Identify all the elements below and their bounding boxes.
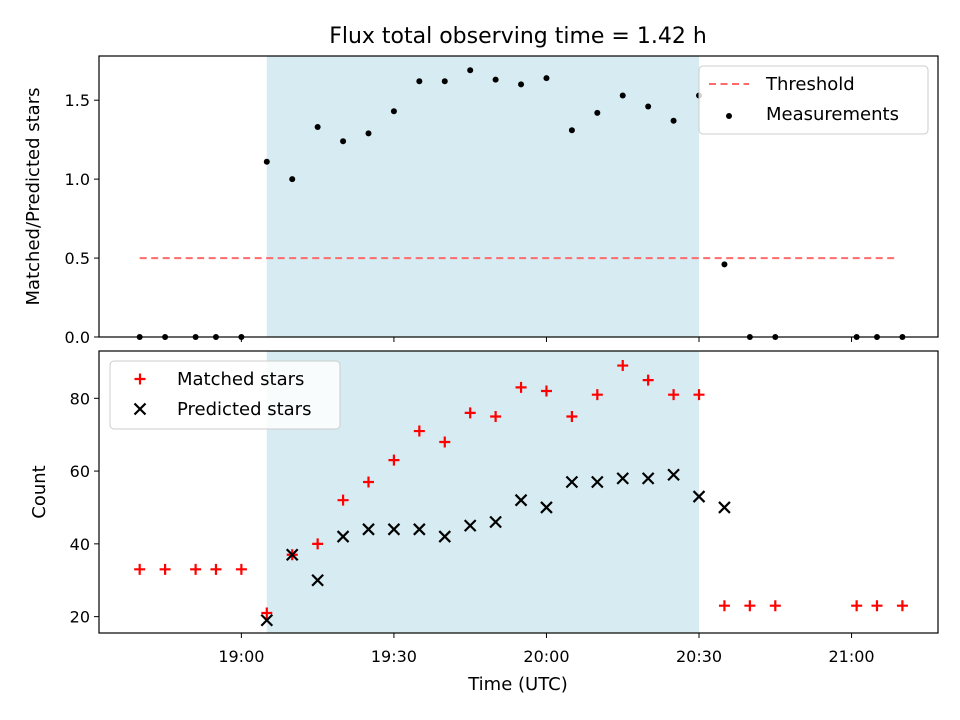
predicted-stars-point — [463, 519, 477, 532]
matched-stars-point — [190, 563, 202, 575]
predicted-stars-point — [285, 548, 299, 562]
x-tick-label: 19:30 — [371, 647, 417, 666]
y-axis-label: Matched/Predicted stars — [23, 88, 44, 306]
flux-ratio-panel: 0.0 0.5 1.0 1.5 Matched/Predicted stars Thres… — [23, 55, 939, 347]
y-tick-label: 40 — [70, 535, 90, 554]
predicted-stars-point — [591, 475, 604, 489]
predicted-stars-point — [336, 530, 350, 543]
predicted-stars-point — [387, 523, 401, 536]
predicted-stars-point — [438, 530, 452, 543]
matched-stars-point — [515, 381, 527, 393]
legend-predicted-stars-label: Predicted stars — [177, 399, 311, 420]
matched-stars-point — [261, 607, 273, 619]
legend-measurements-label: Measurements — [766, 104, 899, 125]
x-tick-label: 21:00 — [829, 647, 875, 666]
matched-stars-point — [210, 563, 222, 575]
legend-predicted-stars-swatch — [133, 402, 147, 416]
matched-stars-point — [159, 563, 171, 575]
measurements-point — [390, 108, 397, 115]
matched-stars-point — [337, 494, 349, 506]
matched-stars-point — [896, 600, 908, 612]
matched-stars-point — [744, 600, 756, 612]
measurements-point — [568, 127, 575, 134]
legend: Threshold Measurements — [698, 65, 929, 135]
x-tick-label: 20:30 — [676, 647, 722, 666]
matched-stars-point — [388, 454, 400, 466]
y-tick-label: 80 — [70, 389, 90, 408]
matched-stars-point — [540, 385, 552, 397]
predicted-stars-point — [641, 472, 655, 485]
x-axis-label: Time (UTC) — [467, 674, 568, 695]
y-tick-label: 60 — [70, 462, 90, 481]
matched-stars-point — [693, 389, 705, 401]
measurements-point — [441, 78, 448, 85]
measurements-point — [543, 75, 550, 82]
y-axis-label: Count — [29, 465, 50, 518]
y-tick-label: 0.5 — [65, 249, 90, 268]
predicted-stars-point — [311, 573, 324, 587]
matched-stars-point — [566, 410, 578, 422]
measurements-point — [289, 176, 296, 183]
y-tick-label: 20 — [70, 608, 90, 627]
matched-stars-point — [413, 425, 425, 437]
measurements-point — [619, 92, 626, 99]
measurements-point — [263, 158, 270, 165]
predicted-stars-point — [565, 475, 579, 489]
predicted-stars-point — [718, 501, 731, 514]
legend-matched-stars-label: Matched stars — [177, 369, 304, 390]
measurements-point — [594, 109, 601, 116]
matched-stars-point — [439, 436, 451, 448]
star-count-panel: 20 40 60 80 19:00 19:30 20:00 20:30 21:00 Count Ma… — [29, 350, 939, 666]
legend: Matched stars Predicted stars — [109, 360, 341, 430]
measurements-point — [721, 261, 728, 268]
matched-stars-point — [871, 600, 883, 612]
legend-threshold-label: Threshold — [765, 74, 855, 95]
measurements-point — [518, 81, 525, 88]
measurements-point — [492, 76, 499, 83]
matched-stars-point — [591, 389, 603, 401]
measurements-point — [314, 124, 321, 131]
matched-stars-point — [668, 389, 680, 401]
matched-stars-point — [235, 563, 247, 575]
measurements-point — [467, 67, 474, 74]
predicted-stars-point — [413, 523, 426, 536]
predicted-stars-point — [692, 490, 706, 503]
plot-frame — [98, 55, 939, 338]
matched-stars-point — [490, 410, 502, 422]
predicted-stars-point — [260, 613, 274, 627]
y-tick-label: 0.0 — [65, 328, 90, 347]
matched-stars-point — [464, 407, 476, 419]
predicted-stars-point — [667, 468, 680, 481]
matched-stars-point — [362, 476, 374, 488]
x-tick-label: 20:00 — [523, 647, 569, 666]
measurements-point — [645, 103, 652, 110]
legend-measurements-swatch — [726, 113, 732, 119]
y-tick-label: 1.5 — [65, 91, 90, 110]
matched-stars-point — [312, 538, 324, 550]
plot-frame — [98, 350, 939, 634]
matched-stars-point — [642, 374, 654, 386]
matched-stars-point — [134, 563, 146, 575]
x-tick-label: 19:00 — [218, 647, 264, 666]
legend-box — [109, 360, 341, 430]
predicted-stars-point — [362, 523, 375, 536]
legend-matched-stars-swatch — [134, 373, 146, 385]
matched-stars-point — [617, 360, 629, 372]
predicted-stars-point — [489, 515, 502, 529]
matched-stars-point — [718, 600, 730, 612]
measurements-point — [340, 138, 347, 145]
legend-box — [698, 65, 929, 135]
predicted-stars-point — [540, 501, 553, 514]
observing-window-shading — [266, 56, 700, 337]
y-tick-label: 1.0 — [65, 170, 90, 189]
predicted-stars-point — [514, 493, 528, 507]
measurements-point — [670, 117, 677, 124]
measurements-point — [365, 130, 372, 137]
matched-stars-point — [769, 600, 781, 612]
matched-stars-point — [851, 600, 863, 612]
figure-title: Flux total observing time = 1.42 h — [329, 24, 707, 49]
predicted-stars-point — [616, 472, 630, 485]
measurements-point — [416, 78, 423, 85]
